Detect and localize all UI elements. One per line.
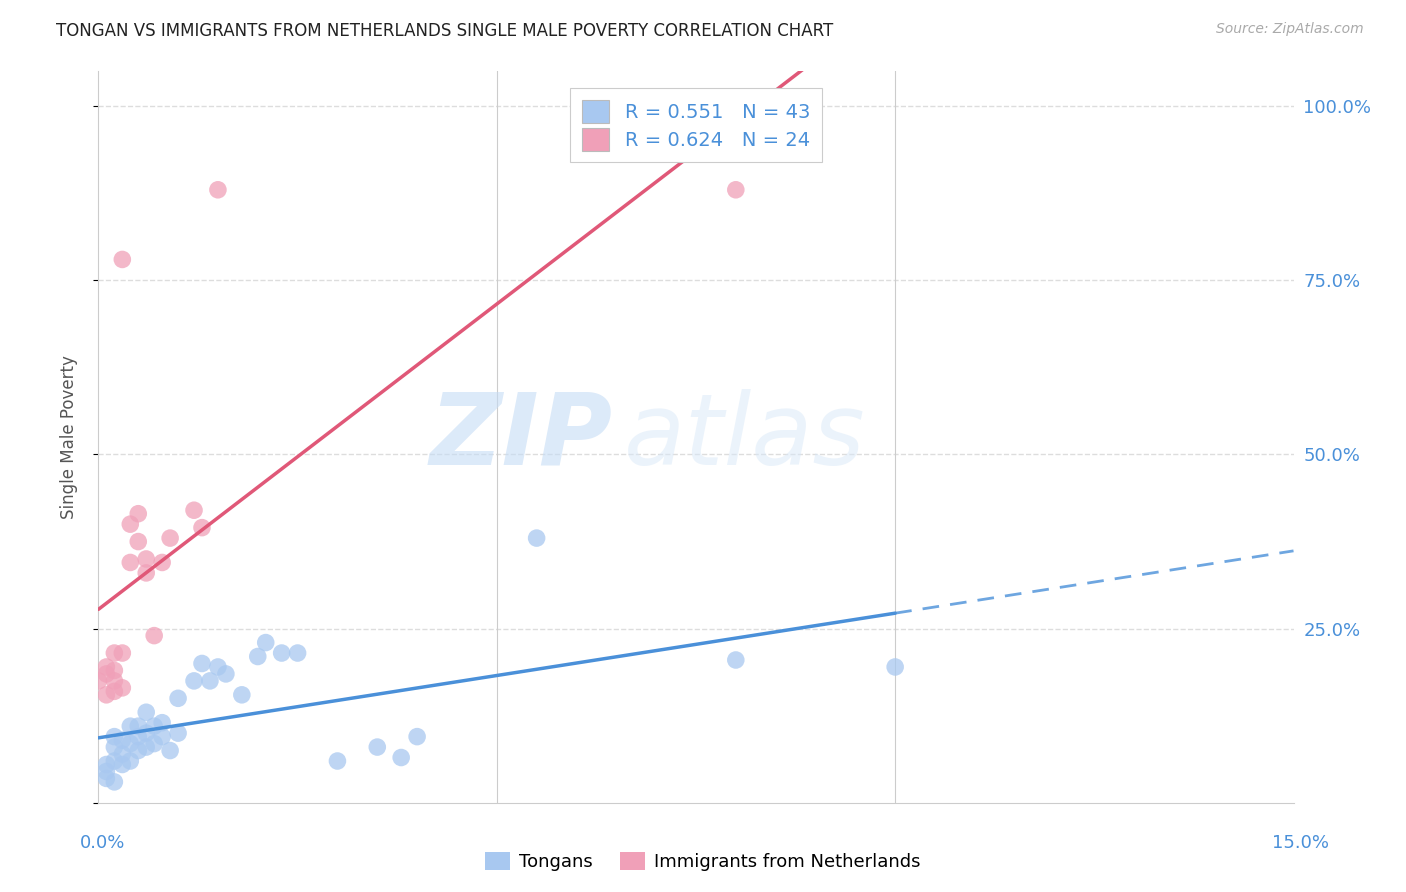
Point	[127, 719, 149, 733]
Point	[96, 757, 118, 772]
Point	[96, 660, 118, 674]
Point	[127, 743, 149, 757]
Point	[143, 737, 166, 751]
Point	[135, 552, 157, 566]
Point	[143, 719, 166, 733]
Point	[150, 730, 173, 744]
Point	[111, 757, 134, 772]
Point	[724, 183, 747, 197]
Text: 0.0%: 0.0%	[80, 834, 125, 852]
Point	[120, 719, 142, 733]
Point	[111, 646, 134, 660]
Point	[167, 726, 190, 740]
Point	[150, 715, 173, 730]
Y-axis label: Single Male Poverty: Single Male Poverty	[59, 355, 77, 519]
Point	[127, 507, 149, 521]
Point	[103, 673, 125, 688]
Point	[96, 688, 118, 702]
Point	[111, 681, 134, 695]
Point	[103, 775, 125, 789]
Point	[135, 726, 157, 740]
Legend: R = 0.551   N = 43, R = 0.624   N = 24: R = 0.551 N = 43, R = 0.624 N = 24	[571, 88, 821, 162]
Point	[103, 754, 125, 768]
Point	[103, 664, 125, 678]
Point	[326, 754, 349, 768]
Point	[103, 740, 125, 755]
Point	[207, 660, 229, 674]
Text: 15.0%: 15.0%	[1272, 834, 1329, 852]
Point	[103, 730, 125, 744]
Point	[270, 646, 292, 660]
Point	[254, 635, 277, 649]
Point	[135, 740, 157, 755]
Point	[135, 566, 157, 580]
Point	[246, 649, 269, 664]
Point	[191, 521, 214, 535]
Point	[406, 730, 429, 744]
Point	[120, 556, 142, 570]
Legend: Tongans, Immigrants from Netherlands: Tongans, Immigrants from Netherlands	[478, 845, 928, 879]
Point	[389, 750, 412, 764]
Point	[167, 691, 190, 706]
Point	[120, 754, 142, 768]
Point	[127, 534, 149, 549]
Point	[103, 646, 125, 660]
Point	[183, 503, 205, 517]
Point	[96, 667, 118, 681]
Point	[143, 629, 166, 643]
Text: atlas: atlas	[624, 389, 866, 485]
Point	[207, 183, 229, 197]
Point	[150, 556, 173, 570]
Point	[96, 764, 118, 779]
Point	[191, 657, 214, 671]
Point	[111, 733, 134, 747]
Point	[111, 252, 134, 267]
Text: Source: ZipAtlas.com: Source: ZipAtlas.com	[1216, 22, 1364, 37]
Point	[111, 747, 134, 761]
Point	[96, 772, 118, 786]
Point	[120, 517, 142, 532]
Point	[159, 531, 181, 545]
Text: ZIP: ZIP	[429, 389, 613, 485]
Point	[526, 531, 548, 545]
Point	[366, 740, 388, 755]
Point	[287, 646, 309, 660]
Point	[183, 673, 205, 688]
Point	[724, 653, 747, 667]
Point	[120, 737, 142, 751]
Text: TONGAN VS IMMIGRANTS FROM NETHERLANDS SINGLE MALE POVERTY CORRELATION CHART: TONGAN VS IMMIGRANTS FROM NETHERLANDS SI…	[56, 22, 834, 40]
Point	[231, 688, 253, 702]
Point	[127, 730, 149, 744]
Point	[215, 667, 238, 681]
Point	[884, 660, 907, 674]
Point	[103, 684, 125, 698]
Point	[87, 673, 110, 688]
Point	[198, 673, 221, 688]
Point	[159, 743, 181, 757]
Point	[135, 705, 157, 719]
